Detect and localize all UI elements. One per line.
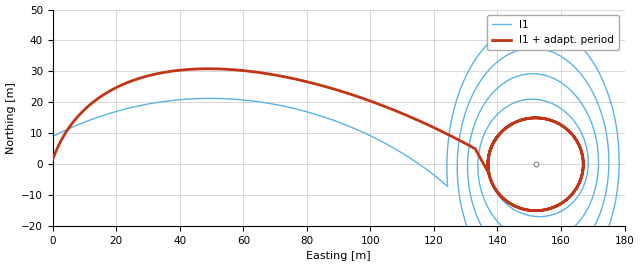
X-axis label: Easting [m]: Easting [m] [307, 252, 371, 261]
Legend: l1, l1 + adapt. period: l1, l1 + adapt. period [487, 15, 620, 50]
Y-axis label: Northing [m]: Northing [m] [6, 82, 15, 154]
